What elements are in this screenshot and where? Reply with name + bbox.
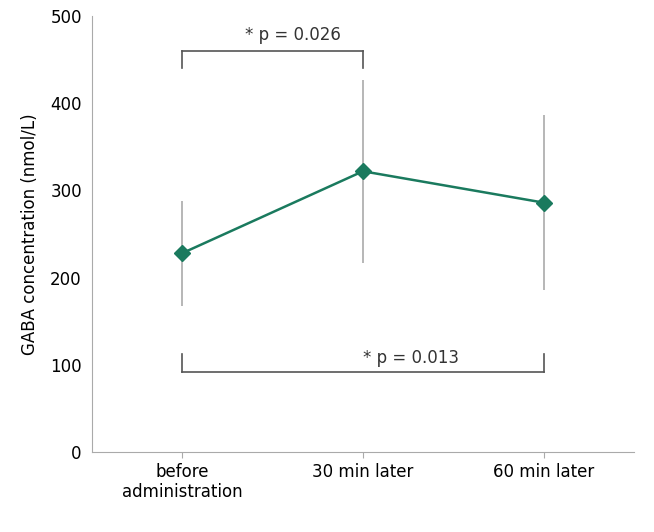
Text: * p = 0.026: * p = 0.026 — [245, 26, 341, 44]
Text: * p = 0.013: * p = 0.013 — [363, 348, 459, 367]
Y-axis label: GABA concentration (nmol/L): GABA concentration (nmol/L) — [21, 113, 39, 355]
